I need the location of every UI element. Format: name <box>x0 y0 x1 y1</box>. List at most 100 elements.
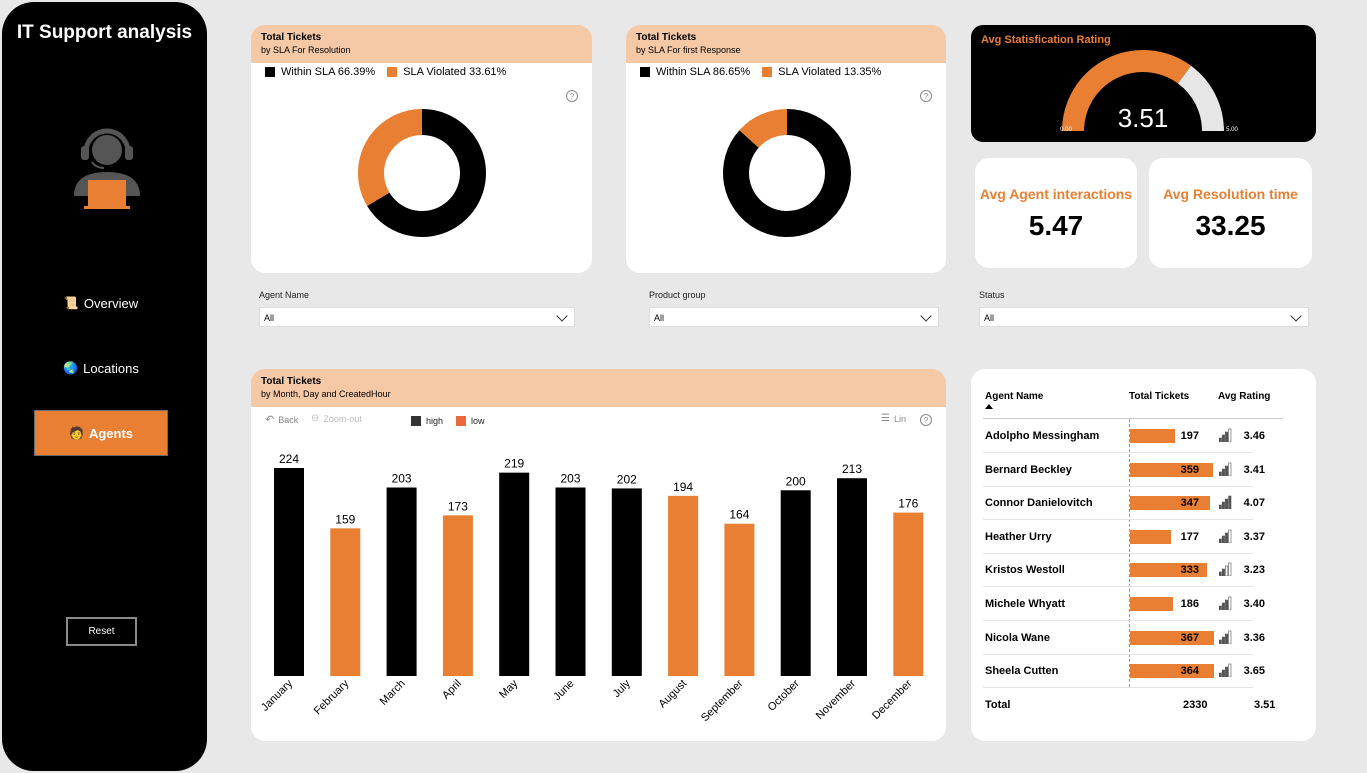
status-dropdown[interactable]: All <box>979 307 1309 327</box>
dropdown-value: All <box>264 313 275 323</box>
x-tick-label: September <box>699 677 746 724</box>
x-tick-label: November <box>814 677 859 722</box>
gauge-value-arc[interactable] <box>1062 50 1192 131</box>
column-header-avg-rating[interactable]: Avg Rating <box>1218 391 1271 402</box>
legend-swatch-within <box>265 67 275 77</box>
bar-june[interactable] <box>555 487 586 677</box>
column-header-agent-name[interactable]: Agent Name <box>985 391 1044 402</box>
donut-slice-violated[interactable] <box>739 109 787 148</box>
kpi-resolution-time: Avg Resolution time 33.25 <box>1149 158 1312 268</box>
data-label: 202 <box>617 472 637 486</box>
kpi-agent-interactions: Avg Agent interactions 5.47 <box>975 158 1137 268</box>
legend-label-violated[interactable]: SLA Violated 13.35% <box>778 66 882 78</box>
table-row[interactable]: Nicola Wane 367 3.36 <box>983 621 1265 655</box>
product-group-dropdown[interactable]: All <box>649 307 939 327</box>
sla-resolution-donut <box>358 109 486 237</box>
legend-label-high[interactable]: high <box>426 416 444 426</box>
satisfaction-gauge: 3.51 0.00 5.00 <box>1060 50 1238 133</box>
legend-label-violated[interactable]: SLA Violated 33.61% <box>403 66 507 78</box>
bar-september[interactable] <box>724 523 755 676</box>
app-title: IT Support analysis <box>16 22 193 43</box>
legend-label-within[interactable]: Within SLA 86.65% <box>656 66 751 78</box>
sla-resolution-card: Total Tickets by SLA For Resolution With… <box>251 25 592 273</box>
total-tickets-cell: 359 <box>1180 463 1199 476</box>
total-tickets-cell: 347 <box>1180 497 1199 510</box>
bar-july[interactable] <box>611 488 642 676</box>
table-row[interactable]: Heather Urry 177 3.37 <box>983 520 1265 554</box>
bar-november[interactable] <box>837 478 867 676</box>
data-label: 200 <box>786 474 806 488</box>
gauge-max-label: 5.00 <box>1226 127 1238 133</box>
reset-button[interactable]: Reset <box>66 617 137 646</box>
scroll-icon: 📜 <box>63 296 79 310</box>
bar-august[interactable] <box>668 495 699 676</box>
agent-name-cell: Bernard Beckley <box>985 463 1072 476</box>
card-subtitle: by SLA For Resolution <box>261 45 351 55</box>
data-label: 176 <box>898 497 918 511</box>
drill-back-button[interactable]: ↶ Back <box>265 413 298 426</box>
bar-february[interactable] <box>330 528 361 676</box>
help-icon[interactable]: ? <box>566 90 578 102</box>
ticket-data-bar <box>1130 563 1207 578</box>
help-icon[interactable]: ? <box>920 414 932 426</box>
legend-swatch-violated <box>387 67 398 77</box>
table-row[interactable]: Adolpho Messingham 197 3.46 <box>983 419 1265 453</box>
data-label: 173 <box>448 499 468 513</box>
dropdown-value: All <box>654 313 665 323</box>
total-tickets-cell: 197 <box>1180 430 1199 442</box>
agent-name-cell: Nicola Wane <box>985 631 1050 644</box>
table-row[interactable]: Michele Whyatt 186 3.40 <box>983 587 1265 621</box>
chevron-down-icon <box>1290 310 1302 322</box>
slicer-label: Product group <box>649 290 706 300</box>
table-row[interactable]: Sheela Cutten 364 3.65 <box>983 654 1265 689</box>
bar-may[interactable] <box>499 472 530 676</box>
table-row[interactable]: Bernard Beckley 359 3.41 <box>983 453 1265 487</box>
gauge-remaining-arc[interactable] <box>1177 65 1224 131</box>
avg-rating-cell: 3.65 <box>1243 665 1265 678</box>
table-row[interactable]: Connor Danielovitch 347 4.07 <box>983 486 1265 521</box>
avg-rating-cell: 4.07 <box>1243 497 1265 510</box>
bar-april[interactable] <box>442 515 473 676</box>
nav-overview[interactable]: 📜 Overview <box>34 280 168 326</box>
zoom-out-button[interactable]: ⊖ Zoom-out <box>311 413 362 424</box>
globe-icon: 🌏 <box>63 361 79 375</box>
bar-october[interactable] <box>780 490 811 676</box>
help-icon[interactable]: ? <box>920 90 932 102</box>
total-tickets-cell: 177 <box>1180 530 1199 543</box>
x-tick-label: October <box>766 677 802 713</box>
nav-agents[interactable]: 🧑 Agents <box>34 410 168 456</box>
legend-label-within[interactable]: Within SLA 66.39% <box>281 66 376 78</box>
total-tickets-cell: 364 <box>1180 665 1199 678</box>
support-agent-icon <box>74 128 140 209</box>
slicer-label: Agent Name <box>259 290 310 300</box>
legend-swatch-within <box>640 67 650 77</box>
legend-label-low[interactable]: low <box>471 416 485 426</box>
nav-locations[interactable]: 🌏 Locations <box>34 345 168 391</box>
x-tick-label: August <box>657 678 690 711</box>
agent-name-dropdown[interactable]: All <box>259 307 575 327</box>
donut-slice-within[interactable] <box>723 109 851 238</box>
signal-bars-icon <box>1219 630 1232 644</box>
slicer-product-group: Product group All <box>649 290 939 327</box>
data-label: 159 <box>335 512 355 526</box>
agent-name-cell: Michele Whyatt <box>985 598 1066 610</box>
donut-slice-violated[interactable] <box>358 109 422 206</box>
total-label: Total <box>985 699 1011 711</box>
table-row[interactable]: Kristos Westoll 333 3.23 <box>983 553 1265 588</box>
bar-december[interactable] <box>893 512 924 676</box>
bar-march[interactable] <box>386 487 417 677</box>
gauge-min-label: 0.00 <box>1060 127 1072 133</box>
ticket-data-bar <box>1130 462 1213 477</box>
x-tick-label: May <box>497 677 521 701</box>
avg-rating-cell: 3.46 <box>1243 430 1265 442</box>
nav-agents-label: Agents <box>88 425 134 441</box>
column-header-total-tickets[interactable]: Total Tickets <box>1129 391 1190 402</box>
bar-january[interactable] <box>274 468 304 676</box>
sla-first-response-donut <box>723 109 851 238</box>
dropdown-value: All <box>984 313 995 323</box>
sla-resolution-header: Total Tickets by SLA For Resolution <box>251 25 592 63</box>
slicer-status: Status All <box>979 290 1309 327</box>
person-at-desk-icon: 🧑 <box>68 426 84 440</box>
axis-scale-toggle[interactable]: ☰ Lin <box>881 413 906 424</box>
donut-slice-within[interactable] <box>367 109 486 237</box>
